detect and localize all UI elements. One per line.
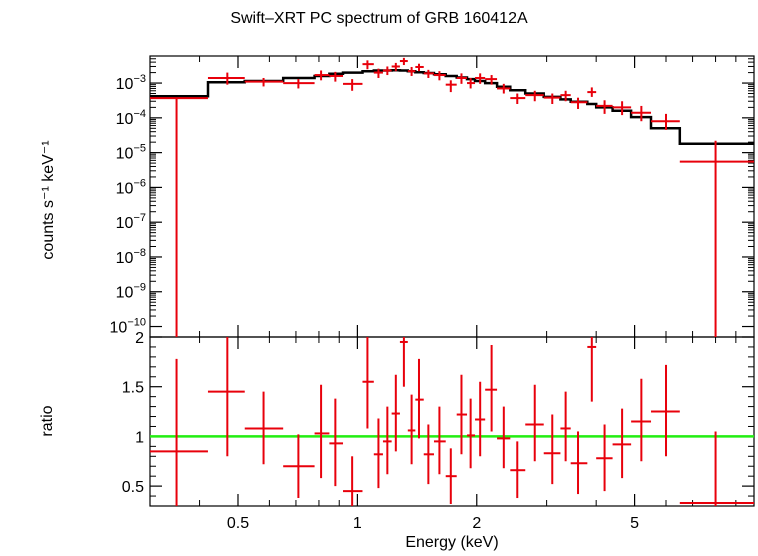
ratio-data-point [475,381,486,457]
spectrum-data-point [415,63,424,72]
x-tick-label: 2 [472,515,481,532]
bottom-ylabel: ratio [39,405,56,437]
spectrum-data-point [525,90,544,102]
ratio-data-point [631,378,652,462]
spectrum-data-point [433,71,446,81]
x-tick-label: 1 [353,515,362,532]
y-tick-label: 10−5 [116,143,146,163]
ratio-data-point [283,434,315,499]
spectrum-data-point [150,97,208,337]
ratio-data-point [244,391,284,465]
ratio-data-point [570,431,588,495]
spectrum-data-point [570,97,588,109]
x-axis-label: Energy (keV) [405,534,499,551]
spectrum-data-point [651,113,680,130]
spectrum-data-point [475,73,486,84]
ratio-data-point [391,374,400,452]
ratio-data-point [445,448,457,505]
ratio-data-point [362,337,374,429]
ratio-data-point [382,406,392,475]
spectrum-data-point [497,83,511,94]
ratio-data-point [679,431,754,506]
y-tick-label: 10−6 [116,177,146,197]
ratio-data-point [407,394,416,465]
ratio-data-point [415,358,424,439]
spectrum-data-point [596,100,613,114]
ratio-data-point [433,406,446,475]
spectrum-data-point [362,60,374,70]
spectrum-data-point [407,66,416,76]
spectrum-data-point [399,57,408,66]
spectrum-data-point [373,68,383,78]
y-tick-label: 10−8 [116,247,146,267]
spectrum-data-point [587,87,597,97]
ratio-tick-label: 0.5 [122,479,144,496]
ratio-data-point [456,374,468,455]
ratio-data-point [343,456,363,506]
ratio-tick-label: 2 [135,330,144,347]
spectrum-data-point [244,77,284,87]
ratio-data-point [543,414,561,485]
spectrum-data-point [485,75,498,85]
ratio-tick-label: 1 [135,429,144,446]
spectrum-data-point [560,90,571,102]
spectrum-data-point [382,66,392,76]
bottom-panel-frame [149,336,755,507]
chart-title: Swift–XRT PC spectrum of GRB 160412A [230,10,528,27]
spectrum-data-point [423,69,434,78]
spectrum-data-point [456,73,468,84]
spectrum-data-point [207,72,245,85]
ratio-data-point [314,384,330,479]
ratio-tick-label: 1.5 [122,380,144,397]
x-tick-label: 5 [630,515,639,532]
x-tick-label: 0.5 [227,515,249,532]
spectrum-data-point [467,77,476,89]
y-tick-label: 10−9 [116,282,146,302]
y-tick-label: 10−3 [116,73,146,93]
ratio-data-point [587,337,597,402]
ratio-data-point [485,344,498,432]
ratio-data-point [497,406,511,469]
ratio-data-point [329,398,344,487]
y-tick-label: 10−4 [116,108,146,128]
model-step-curve [150,68,754,145]
spectrum-data-point [314,70,330,81]
ratio-data-point [373,418,383,489]
spectrum-data-point [391,62,400,72]
ratio-data-point [651,364,680,457]
ratio-data-point [510,441,526,499]
ratio-data-point [612,408,632,479]
spectrum-data-point [329,71,344,82]
spectrum-data-point [612,101,632,116]
spectrum-data-point [283,79,315,89]
spectrum-data-point [543,93,561,105]
spectrum-data-point [679,140,754,337]
ratio-data-point [150,358,208,506]
ratio-data-point [467,398,476,469]
spectrum-data-point [631,105,652,122]
spectrum-data-point [510,93,526,105]
spectrum-data-point [445,80,457,93]
ratio-data-point [560,391,571,462]
ratio-data-point [596,424,613,492]
y-tick-label: 10−10 [110,317,146,337]
top-panel-frame [149,55,755,338]
ratio-data-point [525,384,544,462]
ratio-data-point [423,424,434,485]
y-tick-label: 10−7 [116,212,146,232]
spectrum-data-point [343,79,363,91]
top-ylabel: counts s⁻¹ keV⁻¹ [40,140,57,260]
ratio-data-point [207,337,245,457]
ratio-data-point [399,337,408,387]
